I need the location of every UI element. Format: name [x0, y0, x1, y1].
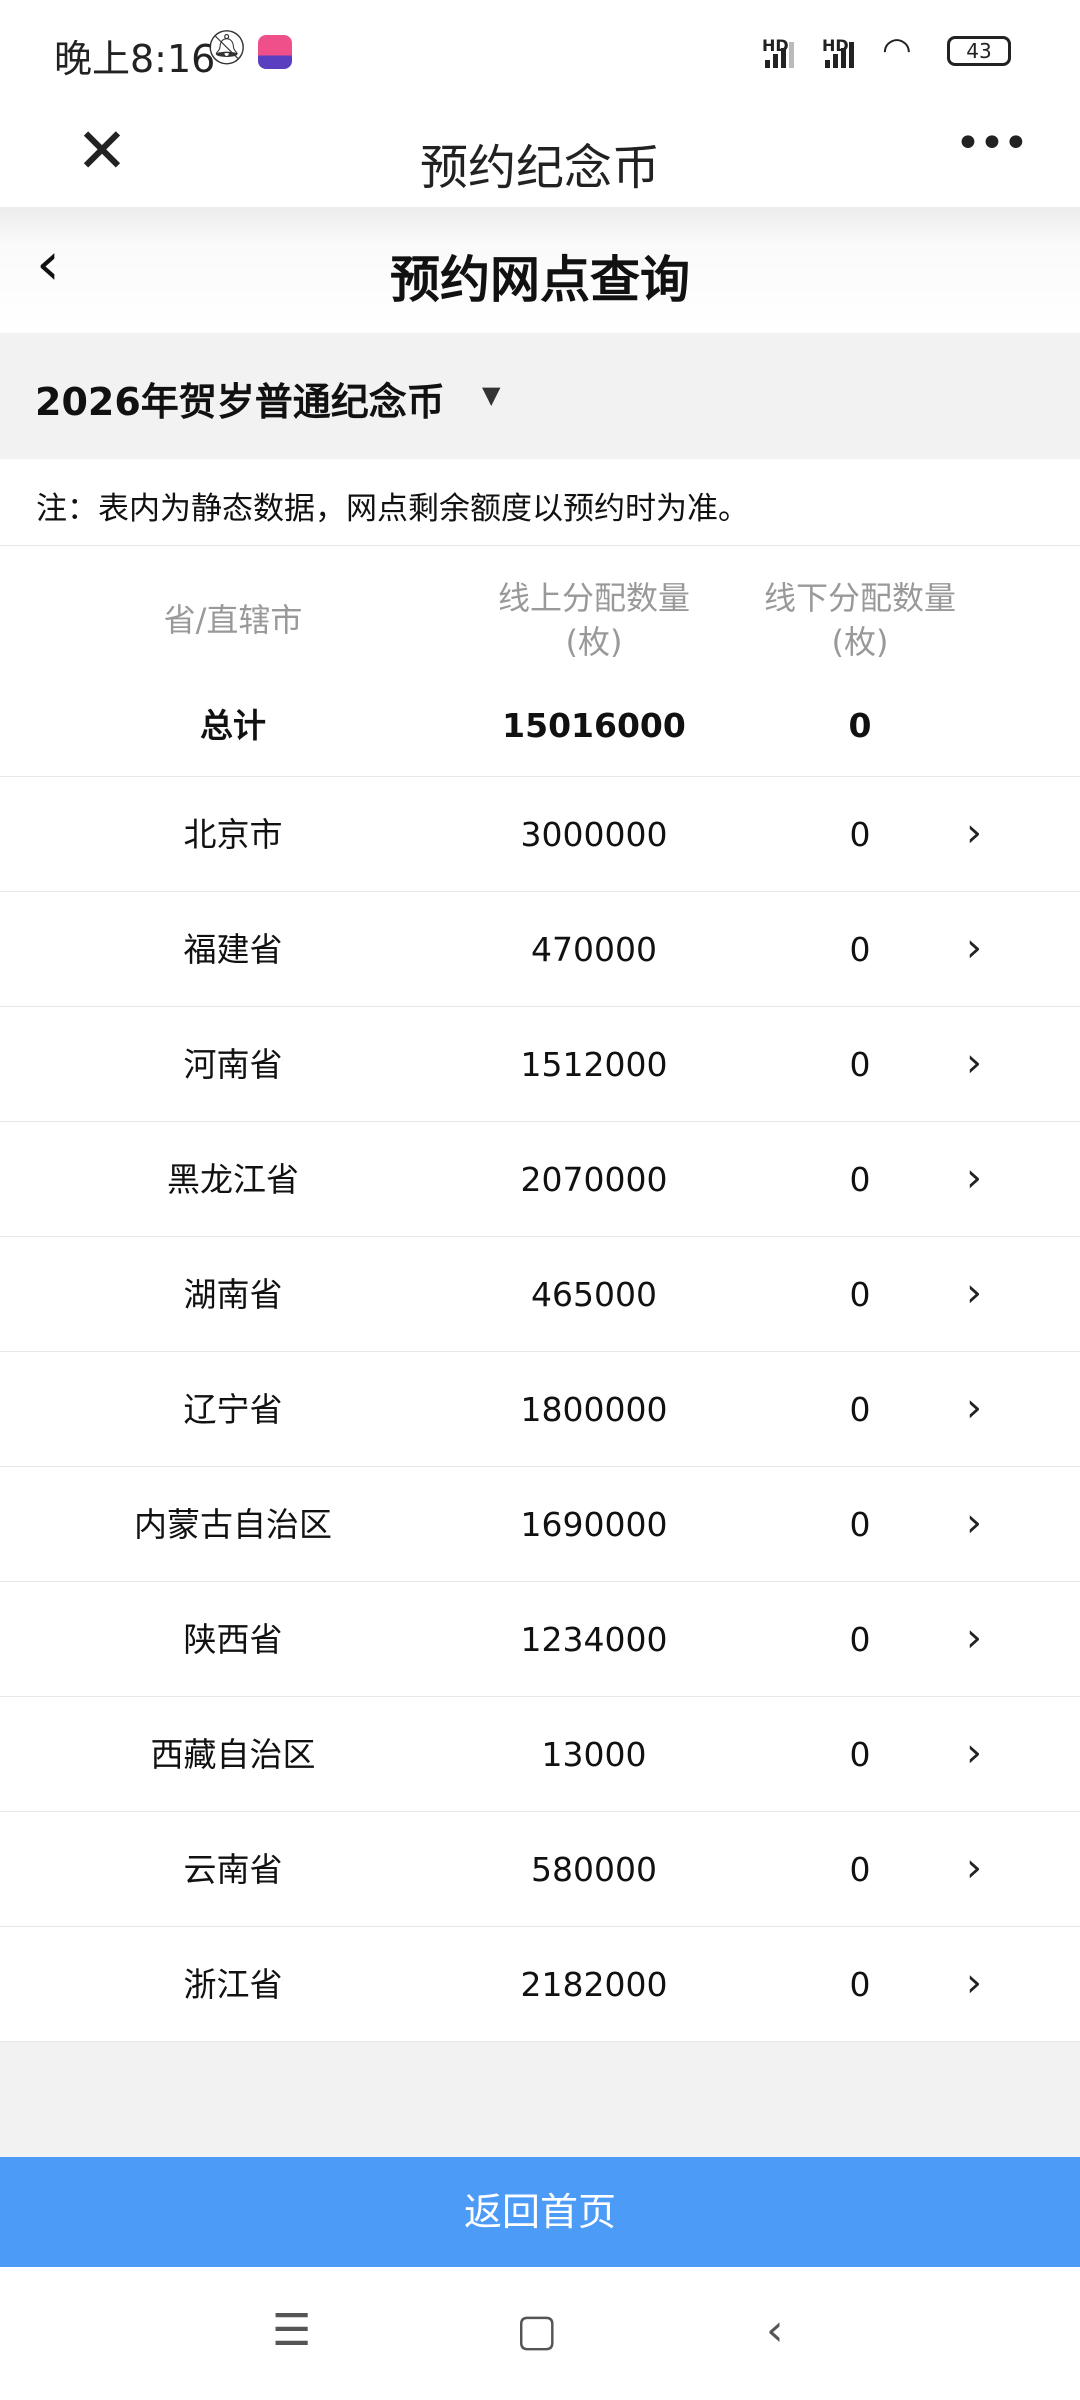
offline-count: 0 — [849, 1965, 871, 2004]
online-count: 580000 — [531, 1850, 657, 1889]
table-row[interactable]: 河南省 1512000 0 › — [0, 1007, 1080, 1122]
header-label: 线下分配数量 — [763, 579, 956, 617]
battery-icon: 43 — [947, 36, 1011, 66]
offline-count: 0 — [849, 1390, 871, 1429]
table-row[interactable]: 内蒙古自治区 1690000 0 › — [0, 1467, 1080, 1582]
home-icon[interactable]: ▢ — [516, 2305, 558, 2356]
online-count: 3000000 — [520, 815, 668, 854]
offline-count: 0 — [849, 1735, 871, 1774]
chevron-right-icon[interactable]: › — [966, 1845, 982, 1891]
province-name: 浙江省 — [183, 1965, 283, 2004]
system-nav-bar: ☰ ▢ ‹ — [0, 2267, 1080, 2400]
close-icon[interactable]: ✕ — [76, 114, 128, 187]
province-name: 辽宁省 — [183, 1390, 283, 1429]
header-label: 线上分配数量 — [497, 579, 690, 617]
online-count: 1800000 — [520, 1390, 668, 1429]
page-header: ‹ 预约网点查询 — [0, 207, 1080, 333]
chevron-right-icon[interactable]: › — [966, 1155, 982, 1201]
menu-icon[interactable]: ☰ — [272, 2305, 312, 2356]
total-online: 15016000 — [502, 706, 686, 745]
coin-selector[interactable]: 2026年贺岁普通纪念币 ▼ — [0, 333, 1080, 459]
table-row[interactable]: 云南省 580000 0 › — [0, 1812, 1080, 1927]
online-count: 2182000 — [520, 1965, 668, 2004]
chevron-right-icon[interactable]: › — [966, 1385, 982, 1431]
bell-muted-icon: 🔕︎ — [205, 28, 249, 68]
status-bar: 晚上8:16 🔕︎ HD HD ◠ 43 — [0, 0, 1080, 100]
table-row[interactable]: 北京市 3000000 0 › — [0, 777, 1080, 892]
province-name: 内蒙古自治区 — [134, 1505, 332, 1544]
header-unit: (枚) — [831, 623, 889, 661]
signal-icon — [825, 38, 854, 68]
note-text: 注：表内为静态数据，网点剩余额度以预约时为准。 — [0, 459, 1080, 546]
total-row: 总计 15016000 0 — [0, 696, 1080, 777]
offline-count: 0 — [849, 1275, 871, 1314]
return-home-button[interactable]: 返回首页 — [0, 2157, 1080, 2267]
header-province: 省/直辖市 — [83, 598, 383, 642]
chevron-right-icon[interactable]: › — [966, 1960, 982, 2006]
online-count: 2070000 — [520, 1160, 668, 1199]
province-name: 湖南省 — [183, 1275, 283, 1314]
online-count: 13000 — [541, 1735, 647, 1774]
caret-down-icon: ▼ — [482, 381, 501, 409]
offline-count: 0 — [849, 1045, 871, 1084]
offline-count: 0 — [849, 815, 871, 854]
online-count: 465000 — [531, 1275, 657, 1314]
table-row[interactable]: 辽宁省 1800000 0 › — [0, 1352, 1080, 1467]
chevron-right-icon[interactable]: › — [966, 1730, 982, 1776]
back-chevron-icon[interactable]: ‹ — [36, 229, 60, 299]
online-count: 1234000 — [520, 1620, 668, 1659]
page-title: 预约网点查询 — [390, 251, 690, 309]
chevron-right-icon[interactable]: › — [966, 810, 982, 856]
allocation-table: 省/直辖市 线上分配数量 (枚) 线下分配数量 (枚) 总计 15016000 0 … — [0, 546, 1080, 2042]
province-name: 河南省 — [183, 1045, 283, 1084]
offline-count: 0 — [849, 930, 871, 969]
table-row[interactable]: 黑龙江省 2070000 0 › — [0, 1122, 1080, 1237]
offline-count: 0 — [849, 1620, 871, 1659]
wifi-icon: ◠ — [882, 30, 912, 70]
header-label: 省/直辖市 — [163, 601, 303, 639]
window-title: 预约纪念币 — [419, 140, 660, 196]
coin-selector-value: 2026年贺岁普通纪念币 — [35, 380, 445, 424]
header-online: 线上分配数量 (枚) — [444, 576, 744, 664]
province-name: 陕西省 — [183, 1620, 283, 1659]
province-name: 云南省 — [183, 1850, 283, 1889]
province-name: 黑龙江省 — [167, 1160, 299, 1199]
province-name: 北京市 — [183, 815, 283, 854]
online-count: 1512000 — [520, 1045, 668, 1084]
province-name: 西藏自治区 — [150, 1735, 316, 1774]
bilibili-app-icon — [258, 35, 292, 69]
chevron-right-icon[interactable]: › — [966, 925, 982, 971]
window-titlebar: ✕ 预约纪念币 ••• — [0, 100, 1080, 207]
back-icon[interactable]: ‹ — [766, 2305, 784, 2356]
chevron-right-icon[interactable]: › — [966, 1040, 982, 1086]
chevron-right-icon[interactable]: › — [966, 1615, 982, 1661]
more-icon[interactable]: ••• — [955, 118, 1029, 169]
total-label: 总计 — [200, 706, 266, 745]
table-header: 省/直辖市 线上分配数量 (枚) 线下分配数量 (枚) — [0, 546, 1080, 696]
chevron-right-icon[interactable]: › — [966, 1270, 982, 1316]
header-offline: 线下分配数量 (枚) — [710, 576, 1010, 664]
table-row[interactable]: 西藏自治区 13000 0 › — [0, 1697, 1080, 1812]
total-offline: 0 — [848, 706, 872, 745]
offline-count: 0 — [849, 1160, 871, 1199]
table-row[interactable]: 浙江省 2182000 0 › — [0, 1927, 1080, 2042]
table-row[interactable]: 陕西省 1234000 0 › — [0, 1582, 1080, 1697]
province-name: 福建省 — [183, 930, 283, 969]
status-time: 晚上8:16 — [54, 37, 216, 81]
online-count: 470000 — [531, 930, 657, 969]
signal-icon — [765, 38, 794, 68]
chevron-right-icon[interactable]: › — [966, 1500, 982, 1546]
offline-count: 0 — [849, 1850, 871, 1889]
header-unit: (枚) — [565, 623, 623, 661]
online-count: 1690000 — [520, 1505, 668, 1544]
table-row[interactable]: 福建省 470000 0 › — [0, 892, 1080, 1007]
table-row[interactable]: 湖南省 465000 0 › — [0, 1237, 1080, 1352]
offline-count: 0 — [849, 1505, 871, 1544]
